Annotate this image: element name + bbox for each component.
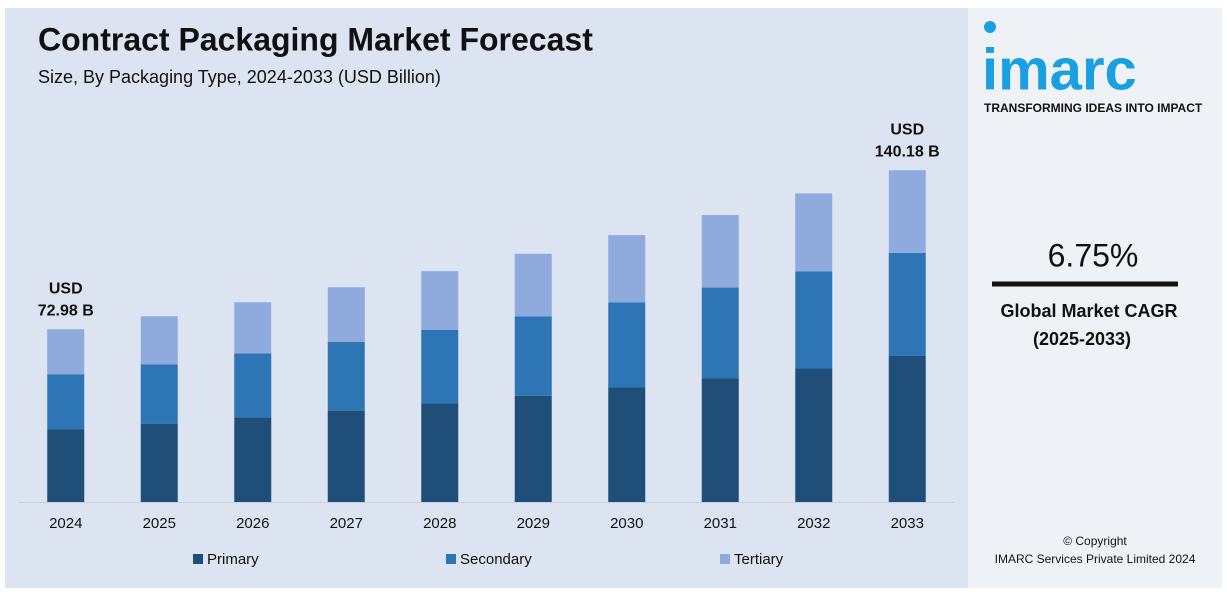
chart-subtitle: Size, By Packaging Type, 2024-2033 (USD … xyxy=(38,67,441,87)
bar-segment xyxy=(327,342,365,411)
bar-segment xyxy=(795,193,833,272)
x-tick-label: 2028 xyxy=(423,515,456,532)
legend-label: Secondary xyxy=(460,551,532,568)
bar-segment xyxy=(327,410,365,502)
bar-segment xyxy=(888,252,926,356)
bar-segment xyxy=(608,302,646,388)
legend-label: Primary xyxy=(207,551,259,568)
bar-segment xyxy=(234,353,272,418)
annotation: 72.98 B xyxy=(38,302,94,319)
copyright: © Copyright xyxy=(1063,534,1127,548)
cagr-label: Global Market CAGR xyxy=(1000,301,1177,321)
bar-segment xyxy=(421,403,459,502)
bar-segment xyxy=(795,368,833,502)
company: IMARC Services Private Limited 2024 xyxy=(995,552,1196,566)
bar-segment xyxy=(140,423,178,502)
side-panel xyxy=(968,8,1222,588)
bar-segment xyxy=(514,316,552,396)
bar-segment xyxy=(140,316,178,365)
bar-segment xyxy=(514,395,552,502)
x-tick-label: 2027 xyxy=(330,515,363,532)
bar-segment xyxy=(234,302,272,354)
annotation: USD xyxy=(890,121,924,138)
bar-segment xyxy=(47,329,85,375)
bar-segment xyxy=(421,329,459,404)
annotation: USD xyxy=(49,280,83,297)
tagline: TRANSFORMING IDEAS INTO IMPACT xyxy=(984,101,1203,115)
x-tick-label: 2030 xyxy=(610,515,643,532)
logo-dot xyxy=(984,21,996,33)
bar-segment xyxy=(514,253,552,317)
bar-segment xyxy=(47,374,85,430)
bar-segment xyxy=(47,429,85,502)
bar-segment xyxy=(608,387,646,502)
x-tick-label: 2024 xyxy=(49,515,82,532)
x-tick-label: 2026 xyxy=(236,515,269,532)
legend-swatch xyxy=(193,554,203,564)
cagr-value: 6.75% xyxy=(1048,237,1139,273)
x-tick-label: 2029 xyxy=(517,515,550,532)
bar-segment xyxy=(608,235,646,303)
legend-swatch xyxy=(446,554,456,564)
bar-segment xyxy=(701,378,739,502)
bar-segment xyxy=(888,355,926,502)
annotation: 140.18 B xyxy=(875,143,940,160)
x-tick-label: 2033 xyxy=(891,515,924,532)
legend-swatch xyxy=(720,554,730,564)
bar-segment xyxy=(327,287,365,343)
bar-segment xyxy=(795,271,833,369)
logo: imarc xyxy=(982,37,1137,102)
bar-segment xyxy=(234,417,272,502)
bar-segment xyxy=(888,170,926,253)
bar-segment xyxy=(701,215,739,288)
bar-segment xyxy=(701,287,739,379)
x-tick-label: 2025 xyxy=(143,515,176,532)
legend-label: Tertiary xyxy=(734,551,784,568)
chart-title: Contract Packaging Market Forecast xyxy=(38,21,593,57)
cagr-period: (2025-2033) xyxy=(1033,329,1131,349)
x-tick-label: 2031 xyxy=(704,515,737,532)
bar-segment xyxy=(421,271,459,330)
bar-segment xyxy=(140,364,178,424)
x-tick-label: 2032 xyxy=(797,515,830,532)
